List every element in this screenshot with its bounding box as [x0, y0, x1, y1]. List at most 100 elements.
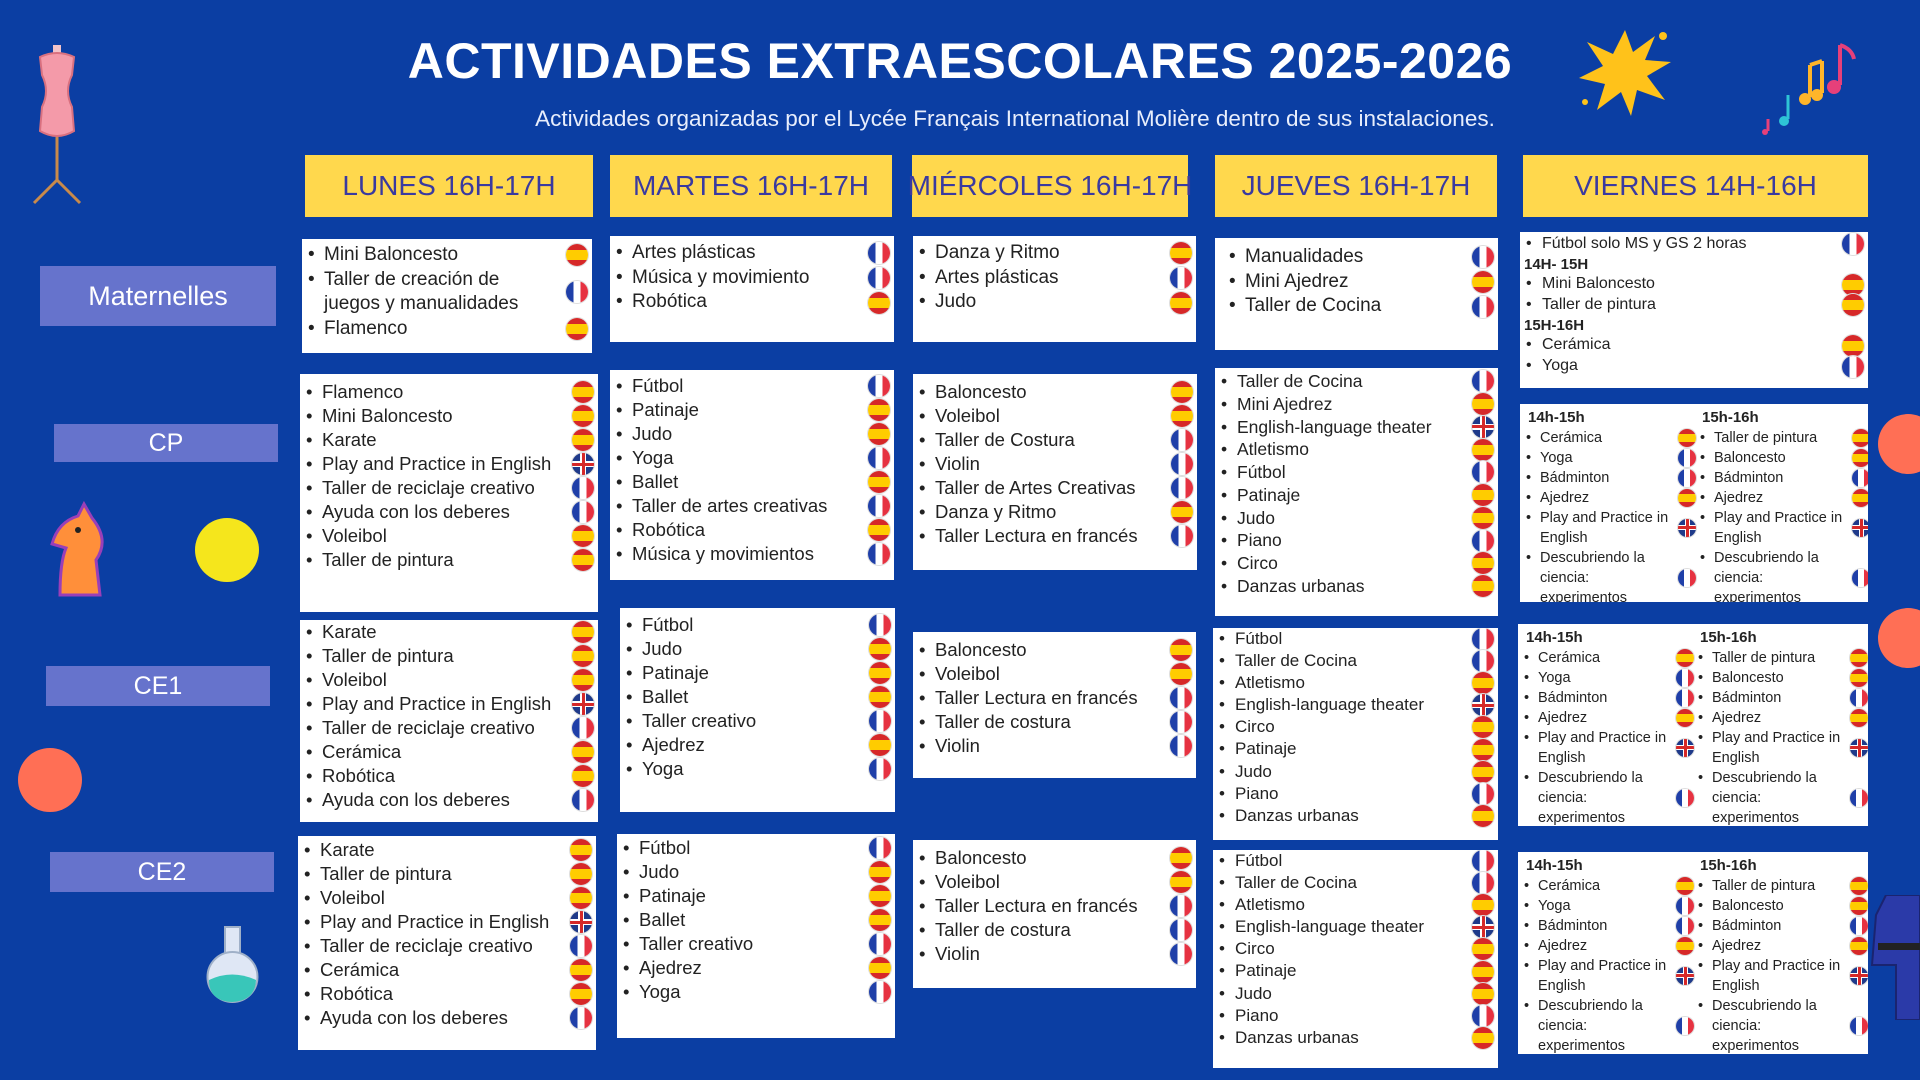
spain-flag-icon — [1850, 668, 1868, 687]
list-item: Ballet — [610, 470, 894, 494]
activity-label: Taller de costura — [935, 919, 1071, 941]
list-item: Violin — [913, 942, 1196, 966]
time-slot-column: 14h-15h Cerámica Yoga Bádminton Ajedrez Play … — [1522, 856, 1698, 1054]
list-item: Taller de Cocina — [1213, 650, 1498, 672]
list-item: Mini Ajedrez — [1215, 393, 1498, 416]
list-item: Artes plásticas — [913, 266, 1196, 291]
list-item: Fútbol — [1213, 850, 1498, 872]
list-item: Baloncesto — [1696, 896, 1868, 916]
spain-flag-icon — [1850, 648, 1868, 667]
activity-label: Baloncesto — [935, 639, 1027, 660]
france-flag-icon — [570, 935, 592, 958]
list-item: Play and Practice in English — [1698, 508, 1868, 548]
uk-flag-icon — [1676, 966, 1694, 985]
spain-flag-icon — [868, 423, 890, 446]
france-flag-icon — [1842, 233, 1864, 256]
activities-mat-miercoles: Danza y Ritmo Artes plásticas Judo — [913, 236, 1196, 342]
spain-flag-icon — [572, 765, 594, 788]
activity-label: Ballet — [639, 909, 686, 931]
list-item: Yoga — [1522, 668, 1698, 688]
france-flag-icon — [1472, 850, 1494, 873]
spain-flag-icon — [868, 471, 890, 494]
spain-flag-icon — [572, 525, 594, 548]
orange-circle-decoration — [18, 748, 82, 812]
france-flag-icon — [1850, 916, 1868, 935]
list-item: Patinaje — [1215, 484, 1498, 507]
activity-label: Taller Lectura en francés — [935, 525, 1138, 547]
activity-label: Taller de pintura — [320, 863, 452, 885]
list-item: Manualidades — [1223, 245, 1498, 270]
activity-label: Bádminton — [1712, 689, 1782, 706]
activity-label: English-language theater — [1235, 917, 1425, 937]
list-item: Bádminton — [1524, 468, 1700, 488]
time-slot-label: 14h-15h — [1526, 857, 1583, 874]
activity-label: Karate — [322, 429, 377, 451]
orange-circle-decoration-right-1 — [1878, 414, 1920, 474]
music-notes-icon — [1762, 43, 1856, 135]
level-label-cp: CP — [54, 424, 278, 462]
activity-label: Manualidades — [1245, 246, 1364, 267]
activity-label: Descubriendo la ciencia: experimentos — [1712, 769, 1817, 826]
list-item: Patinaje — [1213, 738, 1498, 761]
time-slot-column: 15h-16h Taller de pintura Baloncesto Bádmin… — [1698, 408, 1868, 602]
activity-label: Fútbol — [632, 375, 684, 396]
activity-label: Ajedrez — [1538, 709, 1588, 726]
activity-label: Atletismo — [1237, 439, 1309, 460]
activity-label: Voleibol — [935, 405, 1000, 427]
activity-label: Fútbol — [639, 837, 691, 858]
activity-label: Robótica — [322, 765, 396, 787]
activity-label: Piano — [1235, 1005, 1279, 1025]
list-item: Ballet — [620, 685, 895, 709]
list-item: Fútbol — [617, 836, 895, 860]
activity-label: Bádminton — [1714, 469, 1784, 486]
spain-flag-icon — [1170, 871, 1192, 894]
spain-flag-icon — [1852, 448, 1868, 467]
spain-flag-icon — [1676, 648, 1694, 667]
list-item: Mini Baloncesto — [302, 243, 592, 268]
france-flag-icon — [1170, 943, 1192, 966]
spain-flag-icon — [572, 669, 594, 692]
time-slot-column: 15h-16h Taller de pintura Baloncesto Bádmin… — [1696, 856, 1868, 1054]
france-flag-icon — [1472, 246, 1494, 269]
time-slot-label: 15h-16h — [1702, 409, 1759, 426]
activity-label: Flamenco — [322, 381, 404, 402]
time-slot-label: 14H- 15H — [1524, 255, 1589, 273]
activity-label: Cerámica — [1538, 649, 1601, 666]
activity-label: Patinaje — [639, 885, 706, 907]
france-flag-icon — [1472, 461, 1494, 484]
activity-label: Voleibol — [935, 663, 1000, 685]
activity-label: Taller de Cocina — [1235, 651, 1357, 671]
spain-flag-icon — [1170, 291, 1192, 314]
activity-label: English-language theater — [1237, 416, 1432, 437]
list-item: Fútbol — [610, 374, 894, 398]
france-flag-icon — [1171, 429, 1193, 452]
list-item: Piano — [1215, 529, 1498, 552]
list-item: Taller Lectura en francés — [913, 686, 1196, 710]
spain-flag-icon — [1850, 936, 1868, 955]
time-slot-column: 14h-15h Cerámica Yoga Bádminton Ajedrez Play … — [1522, 628, 1698, 826]
activity-label: Taller de Cocina — [1237, 371, 1363, 391]
list-item: Patinaje — [620, 661, 895, 685]
activity-label: Yoga — [1538, 897, 1571, 914]
list-item: Taller de pintura — [1520, 294, 1868, 317]
france-flag-icon — [868, 447, 890, 470]
activity-label: Cerámica — [1538, 877, 1601, 894]
list-item: Taller de pintura — [300, 548, 598, 572]
france-flag-icon — [1676, 896, 1694, 915]
list-item: Atletismo — [1215, 438, 1498, 461]
uk-flag-icon — [1472, 415, 1494, 438]
activity-label: Judo — [639, 861, 680, 883]
spain-flag-icon — [1472, 575, 1494, 598]
activity-label: Judo — [935, 291, 977, 313]
list-item: Piano — [1213, 783, 1498, 805]
list-item: Bádminton — [1522, 916, 1698, 936]
spain-flag-icon — [1472, 894, 1494, 917]
spain-flag-icon — [869, 957, 891, 980]
france-flag-icon — [572, 717, 594, 740]
activity-label: Judo — [1235, 761, 1272, 781]
activity-label: Baloncesto — [1712, 897, 1784, 914]
activities-ce1-miercoles: Baloncesto VoleibolTaller Lectura en fran… — [913, 632, 1196, 778]
activity-label: Taller creativo — [642, 710, 757, 732]
activity-label: Mini Ajedrez — [1245, 270, 1349, 292]
spain-flag-icon — [570, 863, 592, 886]
